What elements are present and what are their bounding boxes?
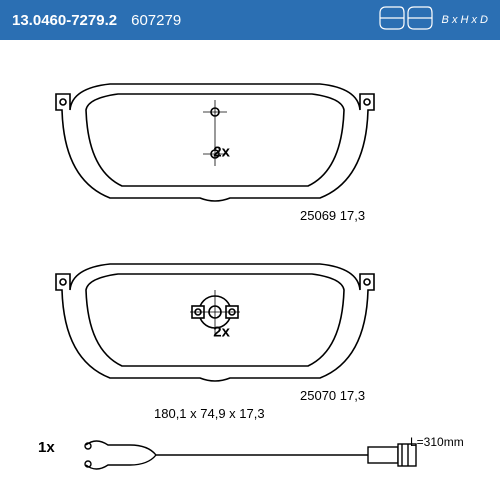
header-bar: 13.0460-7279.2 607279 B x H x D bbox=[0, 0, 500, 40]
pad-glyph-icon bbox=[378, 5, 434, 35]
wear-sensor: 1x L=310mm bbox=[38, 431, 458, 486]
pad-bottom-dimensions: 180,1 x 74,9 x 17,3 bbox=[154, 406, 265, 421]
diagram-canvas: 2x 25069 17,3 2x 25070 17,3 bbox=[0, 40, 500, 500]
part-number-secondary: 607279 bbox=[131, 12, 181, 29]
sensor-quantity: 1x bbox=[38, 439, 55, 456]
pad-top-ref-label: 25069 17,3 bbox=[300, 208, 365, 223]
pad-top-quantity: 2x bbox=[213, 143, 230, 160]
pad-bottom-ref-label: 25070 17,3 bbox=[300, 388, 365, 403]
pad-bottom-quantity: 2x bbox=[213, 323, 230, 340]
brake-pad-bottom: 2x bbox=[50, 250, 380, 400]
part-number-primary: 13.0460-7279.2 bbox=[12, 12, 117, 29]
brake-pad-top: 2x bbox=[50, 70, 380, 220]
sensor-length-label: L=310mm bbox=[410, 435, 464, 449]
dimension-legend: B x H x D bbox=[442, 14, 488, 26]
